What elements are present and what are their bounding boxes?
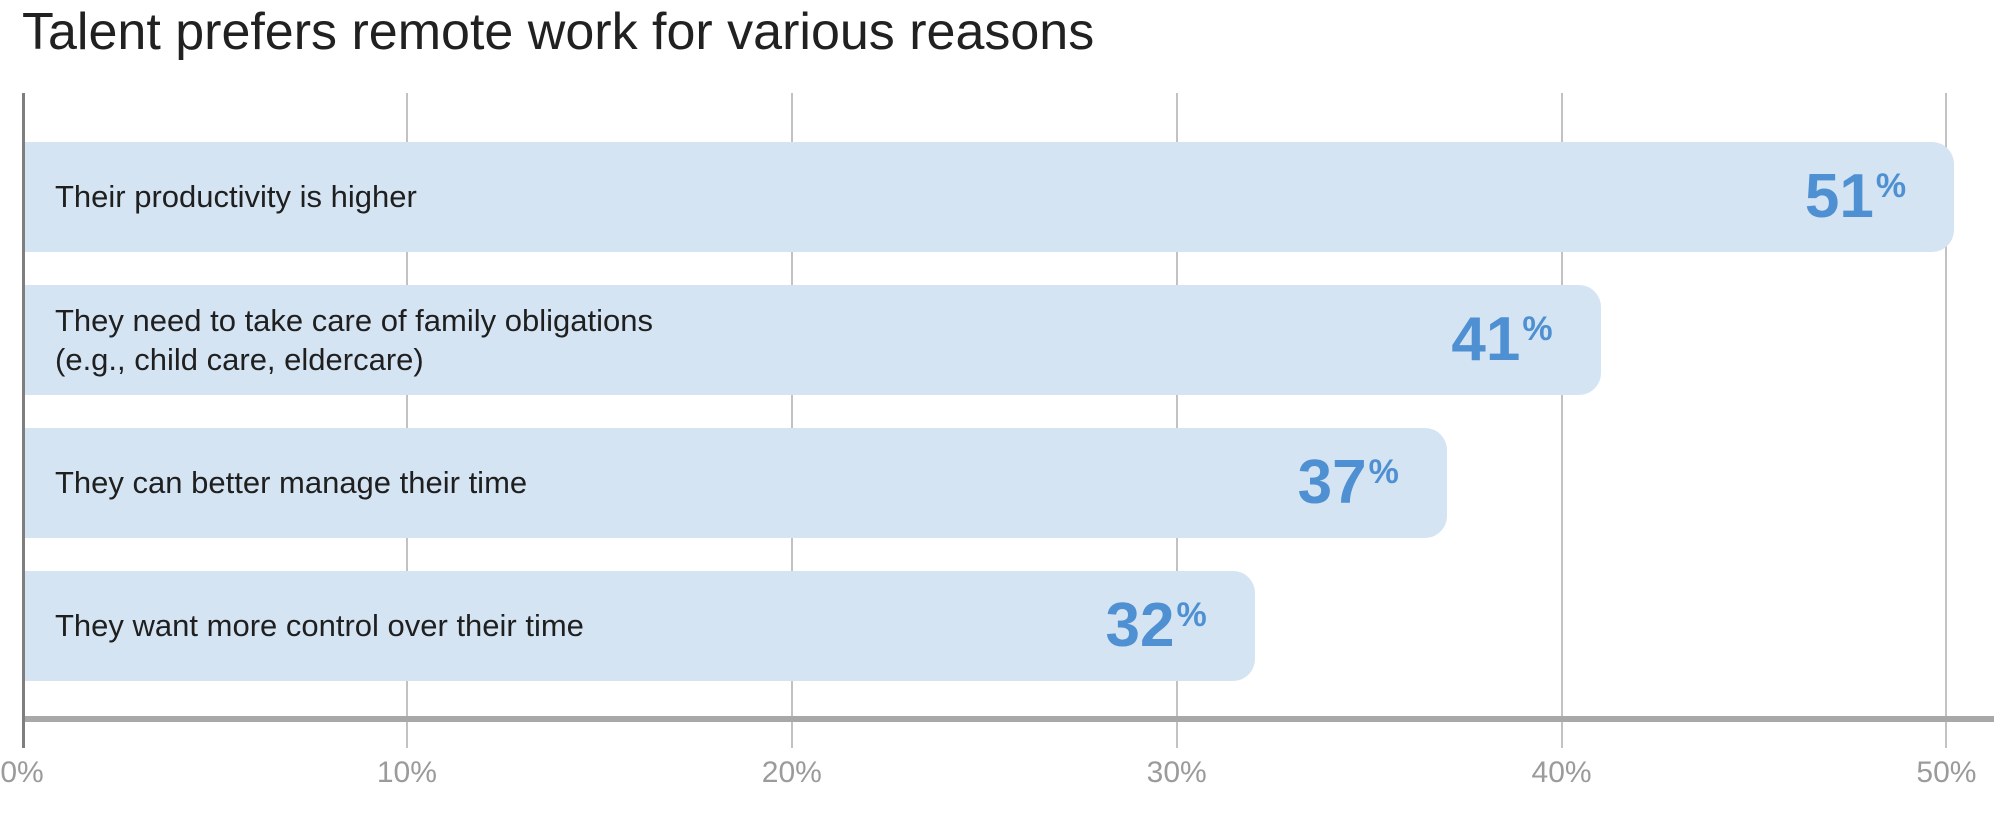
bar-row: Their productivity is higher 51% [25,125,1958,268]
gridline-50 [1945,93,1948,748]
bar-value-number: 51 [1804,161,1874,231]
bar-row: They need to take care of family obligat… [25,268,1958,411]
bars-layer: Their productivity is higher 51% They need… [25,125,1958,697]
gridline-10 [405,93,408,748]
x-axis-tick-label: 20% [761,756,822,789]
x-axis-tick-label: 40% [1531,756,1592,789]
bar: They want more control over their time 32… [25,570,1255,681]
gridline-30 [1175,93,1178,748]
bar-value-percent-sign: % [1368,452,1399,491]
bar-label: Their productivity is higher [55,179,417,214]
bar-value-number: 41 [1451,304,1521,374]
x-axis-tick-label: 0% [0,756,44,789]
x-axis-tick-label: 30% [1146,756,1207,789]
bar-value: 32% [1106,594,1207,657]
x-axis-labels: 0% 10% 20% 30% 40% 50% [0,722,1976,812]
bar-value: 41% [1451,308,1553,371]
gridline-20 [790,93,793,748]
bar: They need to take care of family obligat… [25,284,1601,395]
bar-value: 51% [1805,165,1907,228]
chart-title: Talent prefers remote work for various r… [22,3,1095,61]
bar-label: They want more control over their time [55,608,584,643]
x-axis-baseline [22,716,1994,722]
bar-row: They can better manage their time 37% [25,411,1958,554]
bar-row: They want more control over their time 32… [25,554,1958,697]
bar-value-percent-sign: % [1875,166,1907,205]
gridline-40 [1560,93,1563,748]
bar-value-percent-sign: % [1522,309,1553,348]
bar: They can better manage their time 37% [25,427,1447,538]
bar-label: They need to take care of family obligat… [55,302,653,377]
bar-label: They can better manage their time [55,465,528,500]
bar-value-number: 37 [1297,447,1367,517]
bar-value: 37% [1298,451,1399,514]
bar: Their productivity is higher 51% [25,141,1955,252]
bar-value-number: 32 [1105,590,1175,660]
plot-area: Their productivity is higher 51% They need… [0,93,1994,789]
y-axis-line [22,93,25,748]
x-axis-tick-label: 50% [1916,756,1977,789]
x-axis-tick-label: 10% [376,756,437,789]
bar-value-percent-sign: % [1176,595,1207,634]
